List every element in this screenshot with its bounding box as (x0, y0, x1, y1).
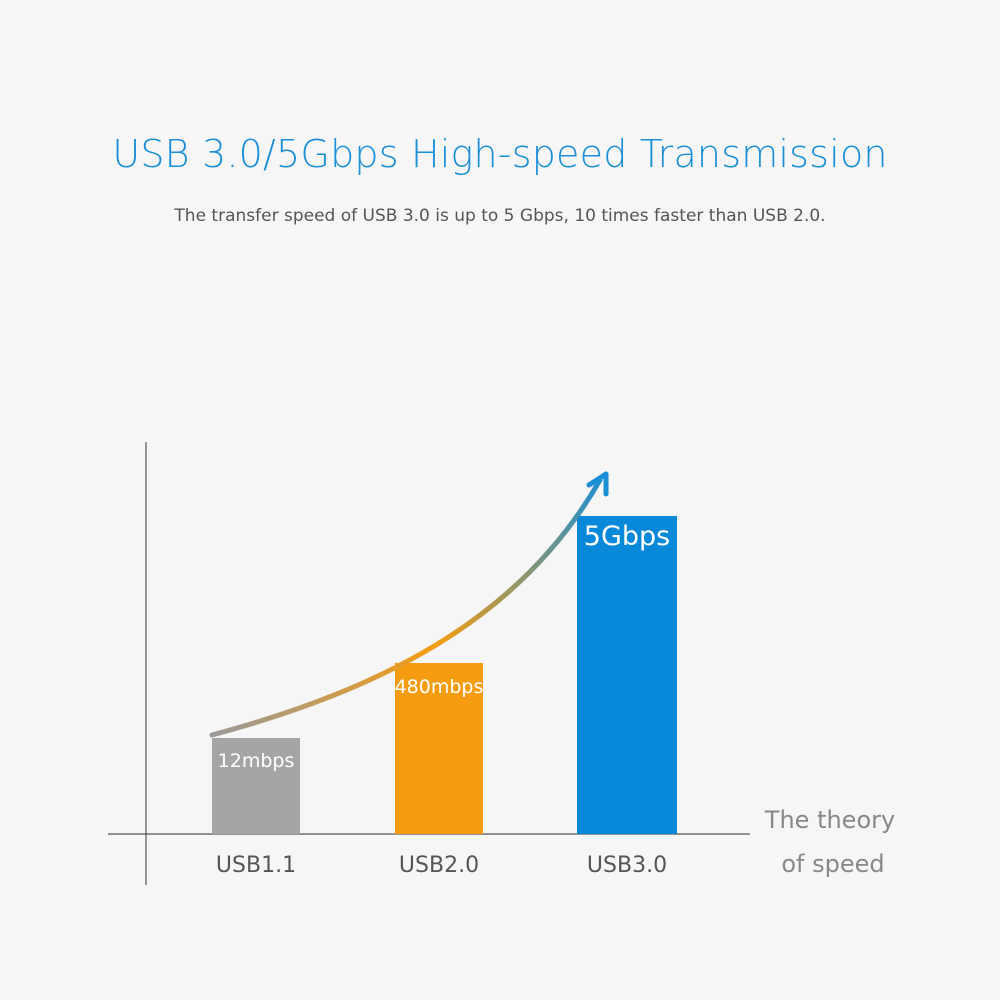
bar-value-label: 12mbps (218, 750, 295, 772)
bar-value-label: 5Gbps (584, 521, 670, 552)
bar-usb3-0 (577, 516, 677, 834)
page-title: USB 3.0/5Gbps High-speed Transmission (112, 132, 888, 176)
bars-group: 12mbps USB1.1 480mbps USB2.0 5Gbps USB3.0 (212, 516, 677, 878)
bar-usb1-1 (212, 738, 300, 834)
x-tick-label: USB1.1 (216, 853, 296, 878)
x-tick-label: USB2.0 (399, 853, 479, 878)
x-tick-label: USB3.0 (587, 853, 667, 878)
bar-value-label: 480mbps (395, 676, 484, 698)
axis-note-line-2: of speed (781, 850, 884, 878)
trend-arrow (209, 471, 609, 738)
trend-arrow-head (586, 471, 609, 497)
trend-arrow-curve (209, 477, 603, 738)
axis-note-line-1: The theory (764, 806, 895, 834)
page-subtitle: The transfer speed of USB 3.0 is up to 5… (174, 206, 826, 226)
bar-usb2-0 (395, 663, 483, 834)
